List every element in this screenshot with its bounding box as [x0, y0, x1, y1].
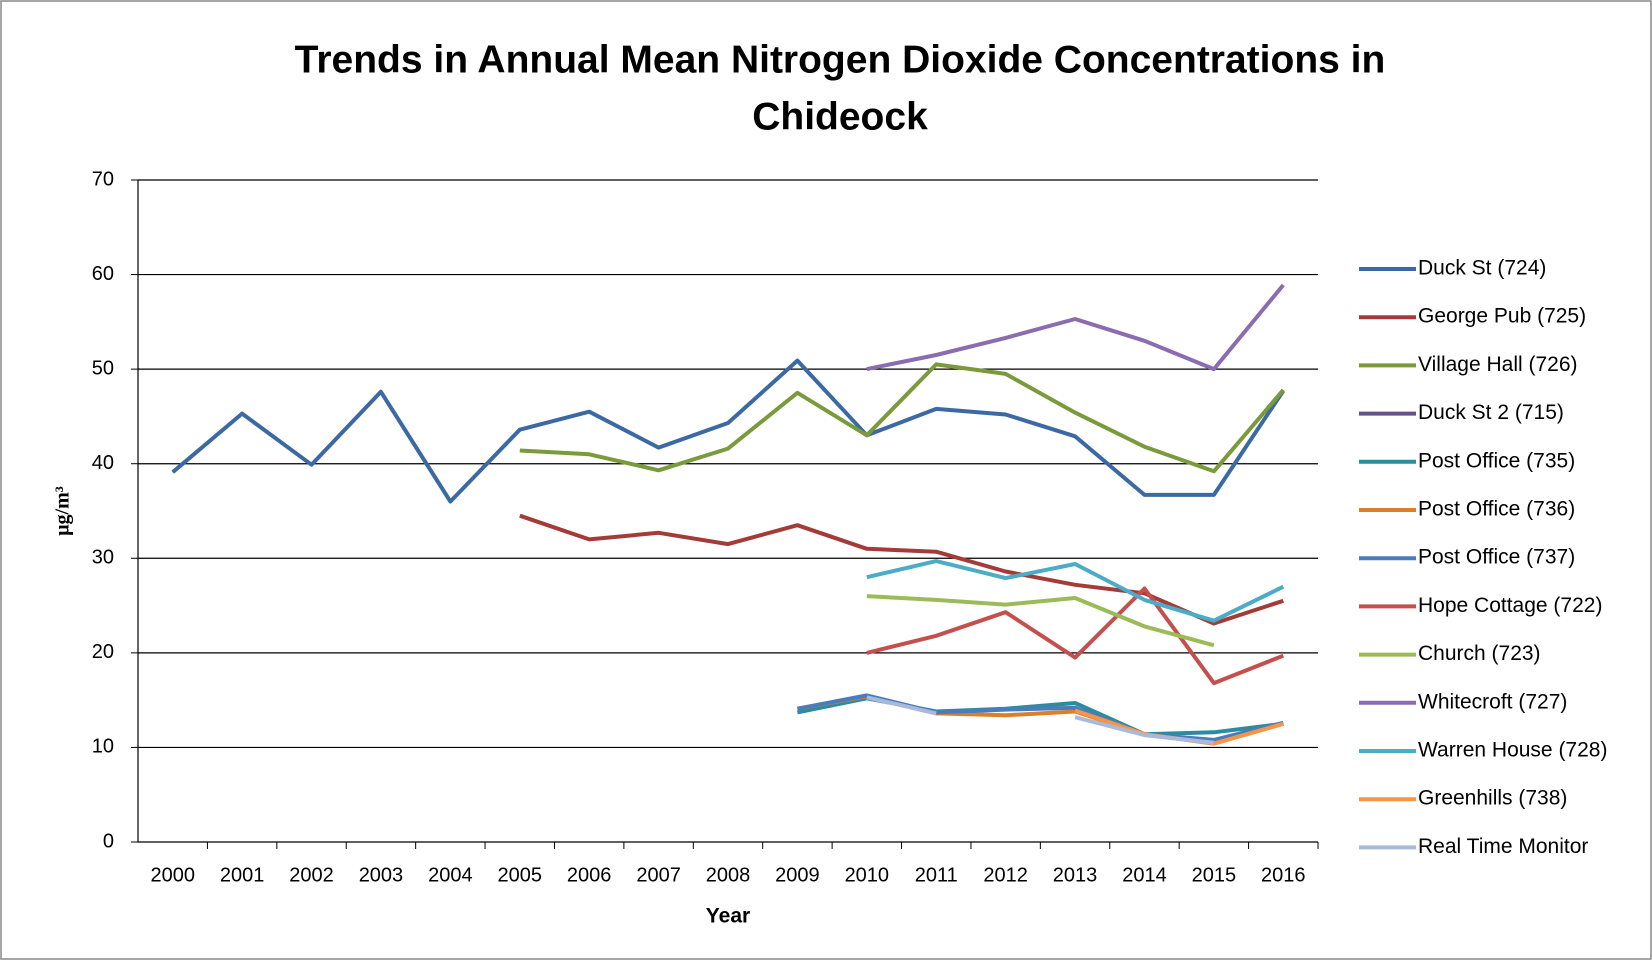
x-tick-label: 2016 [1261, 864, 1306, 886]
series-line [866, 695, 1215, 745]
series-line [866, 586, 1285, 686]
series-line [866, 594, 1215, 648]
legend-label: George Pub (725) [1418, 305, 1586, 328]
series-line [866, 559, 1285, 623]
series-line [519, 362, 1285, 474]
legend-label: Duck St 2 (715) [1418, 401, 1564, 424]
x-tick-label: 2013 [1053, 864, 1098, 886]
y-tick-label: 50 [92, 357, 114, 379]
x-tick-label: 2006 [567, 864, 612, 886]
y-tick-label: 30 [92, 547, 114, 569]
legend-label: Hope Cottage (722) [1418, 594, 1602, 617]
y-tick-label: 0 [103, 830, 114, 852]
legend-label: Post Office (735) [1418, 449, 1575, 472]
series-line [866, 283, 1285, 372]
x-tick-label: 2010 [845, 864, 890, 886]
x-tick-label: 2009 [775, 864, 820, 886]
y-tick-label: 40 [92, 452, 114, 474]
series-line [519, 513, 1284, 626]
x-tick-label: 2000 [150, 864, 195, 886]
x-tick-label: 2002 [289, 864, 334, 886]
legend-label: Duck St (724) [1418, 257, 1546, 280]
x-tick-label: 2012 [983, 864, 1028, 886]
legend-label: Post Office (736) [1418, 498, 1575, 521]
x-tick-label: 2004 [428, 864, 473, 886]
chart-title: Trends in Annual Mean Nitrogen Dioxide C… [295, 38, 1386, 81]
x-tick-label: 2005 [498, 864, 543, 886]
x-axis-title: Year [706, 905, 750, 928]
legend-label: Greenhills (738) [1418, 787, 1567, 810]
x-tick-label: 2007 [636, 864, 681, 886]
legend-label: Post Office (737) [1418, 546, 1575, 569]
legend-label: Village Hall (726) [1418, 353, 1578, 376]
legend-label: Real Time Monitor [1418, 835, 1588, 858]
y-tick-label: 20 [92, 641, 114, 663]
y-tick-label: 10 [92, 736, 114, 758]
series-line [171, 358, 1285, 504]
y-axis-title: μg/m³ [52, 486, 74, 536]
x-tick-label: 2015 [1192, 864, 1237, 886]
x-tick-label: 2011 [915, 864, 958, 886]
legend-label: Whitecroft (727) [1418, 690, 1567, 713]
y-tick-label: 60 [92, 263, 114, 285]
x-tick-label: 2001 [220, 864, 265, 886]
x-tick-label: 2008 [706, 864, 751, 886]
chart-title: Chideock [752, 95, 928, 138]
legend-label: Church (723) [1418, 642, 1541, 665]
legend-label: Warren House (728) [1418, 739, 1607, 762]
x-tick-label: 2014 [1122, 864, 1167, 886]
x-tick-label: 2003 [359, 864, 404, 886]
y-tick-label: 70 [92, 168, 114, 190]
